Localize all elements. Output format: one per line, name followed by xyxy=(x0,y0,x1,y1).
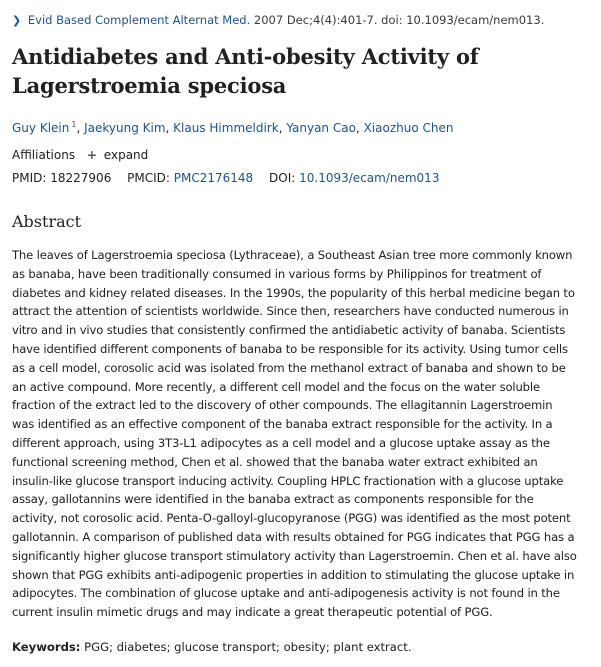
keywords-line: Keywords: PGG; diabetes; glucose transpo… xyxy=(12,640,412,654)
keywords-text: PGG; diabetes; glucose transport; obesit… xyxy=(84,640,412,654)
author-link[interactable]: Guy Klein xyxy=(12,121,70,135)
author-link[interactable]: Klaus Himmeldirk xyxy=(173,121,279,135)
affiliations-toggle[interactable]: Affiliations + expand xyxy=(12,148,148,162)
journal-link[interactable]: Evid Based Complement Alternat Med. xyxy=(27,13,251,27)
author-list: Guy Klein 1, Jaekyung Kim, Klaus Himmeldi… xyxy=(12,120,454,135)
doi-label: DOI: xyxy=(269,171,296,185)
doi-link[interactable]: 10.1093/ecam/nem013 xyxy=(299,171,440,185)
affiliations-label: Affiliations xyxy=(12,148,76,162)
expand-label: expand xyxy=(103,148,149,162)
pmcid-link[interactable]: PMC2176148 xyxy=(173,171,254,185)
keywords-label: Keywords: xyxy=(12,640,81,654)
author-link[interactable]: Jaekyung Kim xyxy=(84,121,166,135)
affiliation-ref[interactable]: 1 xyxy=(71,120,77,129)
author-link[interactable]: Yanyan Cao xyxy=(286,121,356,135)
chevron-right-icon: ❯ xyxy=(12,14,22,27)
pmid-label: PMID: xyxy=(12,171,47,185)
author-link[interactable]: Xiaozhuo Chen xyxy=(363,121,454,135)
article-title: Antidiabetes and Anti-obesity Activity o… xyxy=(12,44,479,98)
citation-line: ❯ Evid Based Complement Alternat Med. 20… xyxy=(12,13,544,27)
abstract-heading: Abstract xyxy=(12,212,82,231)
identifiers-row: PMID: 18227906 PMCID: PMC2176148 DOI: 10… xyxy=(12,171,439,185)
citation-details: 2007 Dec;4(4):401-7. doi: 10.1093/ecam/n… xyxy=(253,13,545,27)
abstract-text: The leaves of Lagerstroemia speciosa (Ly… xyxy=(12,248,577,620)
pmcid-label: PMCID: xyxy=(127,171,170,185)
pmid-value: 18227906 xyxy=(50,171,112,185)
plus-icon: + xyxy=(86,148,97,162)
